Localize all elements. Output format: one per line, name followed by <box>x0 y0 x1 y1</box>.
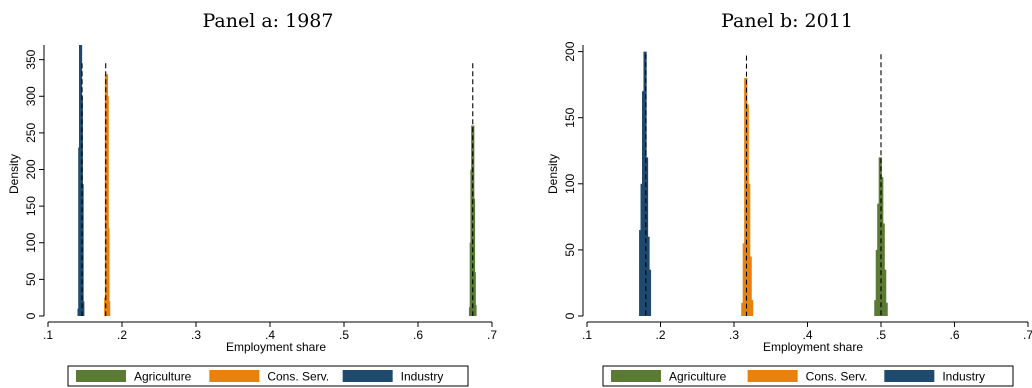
x-tick-label: .7 <box>1023 328 1032 342</box>
y-tick-label: 100 <box>24 232 38 252</box>
panel-a: Panel a: 1987 Density Employment share .… <box>7 10 497 387</box>
x-tick-label: .4 <box>802 328 812 342</box>
histogram-bar <box>748 256 752 316</box>
x-tick-label: .1 <box>43 328 53 342</box>
y-tick-label: 350 <box>24 49 38 69</box>
x-axis-title: Employment share <box>763 340 863 354</box>
histogram-bar <box>106 228 110 316</box>
x-tick-label: .5 <box>876 328 886 342</box>
x-tick-label: .3 <box>191 328 201 342</box>
histogram-bar <box>107 301 111 316</box>
legend-swatch <box>342 370 393 382</box>
histogram-bar <box>81 301 85 316</box>
x-tick-label: .2 <box>117 328 127 342</box>
panel-title: Panel a: 1987 <box>203 10 334 32</box>
histogram-bar <box>473 305 477 316</box>
y-tick-label: 250 <box>24 123 38 143</box>
plot-area: .1 .2 .3 .4 .5 .6 .7 0 50 100 150 200 250 300 350 <box>24 45 497 342</box>
legend-swatch <box>747 370 798 382</box>
histogram-bar <box>472 272 476 316</box>
legend-label: Agriculture <box>134 370 192 384</box>
x-tick-label: .1 <box>582 328 592 342</box>
legend: Agriculture Cons. Serv. Industry <box>67 365 469 387</box>
x-tick-label: .7 <box>487 328 497 342</box>
legend-swatch <box>611 370 661 382</box>
x-tick-label: .6 <box>949 328 959 342</box>
legend-label: Cons. Serv. <box>267 370 329 384</box>
plot-area: .1 .2 .3 .4 .5 .6 .7 0 50 100 150 200 <box>563 41 1032 342</box>
y-tick-label: 50 <box>563 243 577 257</box>
legend-swatch <box>884 370 935 382</box>
y-tick-label: 50 <box>24 272 38 286</box>
histogram-bar <box>747 183 751 316</box>
x-tick-label: .5 <box>339 328 349 342</box>
y-axis-title: Density <box>7 154 21 194</box>
x-tick-label: .4 <box>265 328 275 342</box>
legend-label: Industry <box>401 370 444 384</box>
histogram-bar <box>881 223 885 316</box>
y-tick-label: 200 <box>563 41 577 61</box>
panel-title: Panel b: 2011 <box>721 10 853 32</box>
y-axis-title: Density <box>546 154 560 194</box>
y-tick-label: 200 <box>24 159 38 179</box>
histogram-bar <box>884 302 888 316</box>
legend-swatch <box>76 370 126 382</box>
y-tick-label: 300 <box>24 86 38 106</box>
legend: Agriculture Cons. Serv. Industry <box>602 365 1014 387</box>
y-tick-label: 150 <box>24 196 38 216</box>
x-tick-label: .3 <box>729 328 739 342</box>
legend-label: Cons. Serv. <box>806 370 868 384</box>
histogram-bar <box>471 198 476 316</box>
y-tick-label: 150 <box>563 107 577 127</box>
y-tick-label: 0 <box>563 312 577 319</box>
y-tick-label: 0 <box>24 312 38 319</box>
panel-b: Panel b: 2011 Density Employment share .… <box>546 10 1032 387</box>
histogram-bar <box>883 269 887 316</box>
histogram-bar <box>105 96 109 317</box>
x-tick-label: .6 <box>413 328 423 342</box>
x-axis-title: Employment share <box>226 340 326 354</box>
x-tick-label: .2 <box>655 328 665 342</box>
y-tick-label: 100 <box>563 173 577 193</box>
histogram-bar <box>647 269 652 316</box>
histogram-bar <box>750 300 754 316</box>
legend-label: Industry <box>942 370 985 384</box>
legend-label: Agriculture <box>669 370 727 384</box>
legend-swatch <box>209 370 260 382</box>
